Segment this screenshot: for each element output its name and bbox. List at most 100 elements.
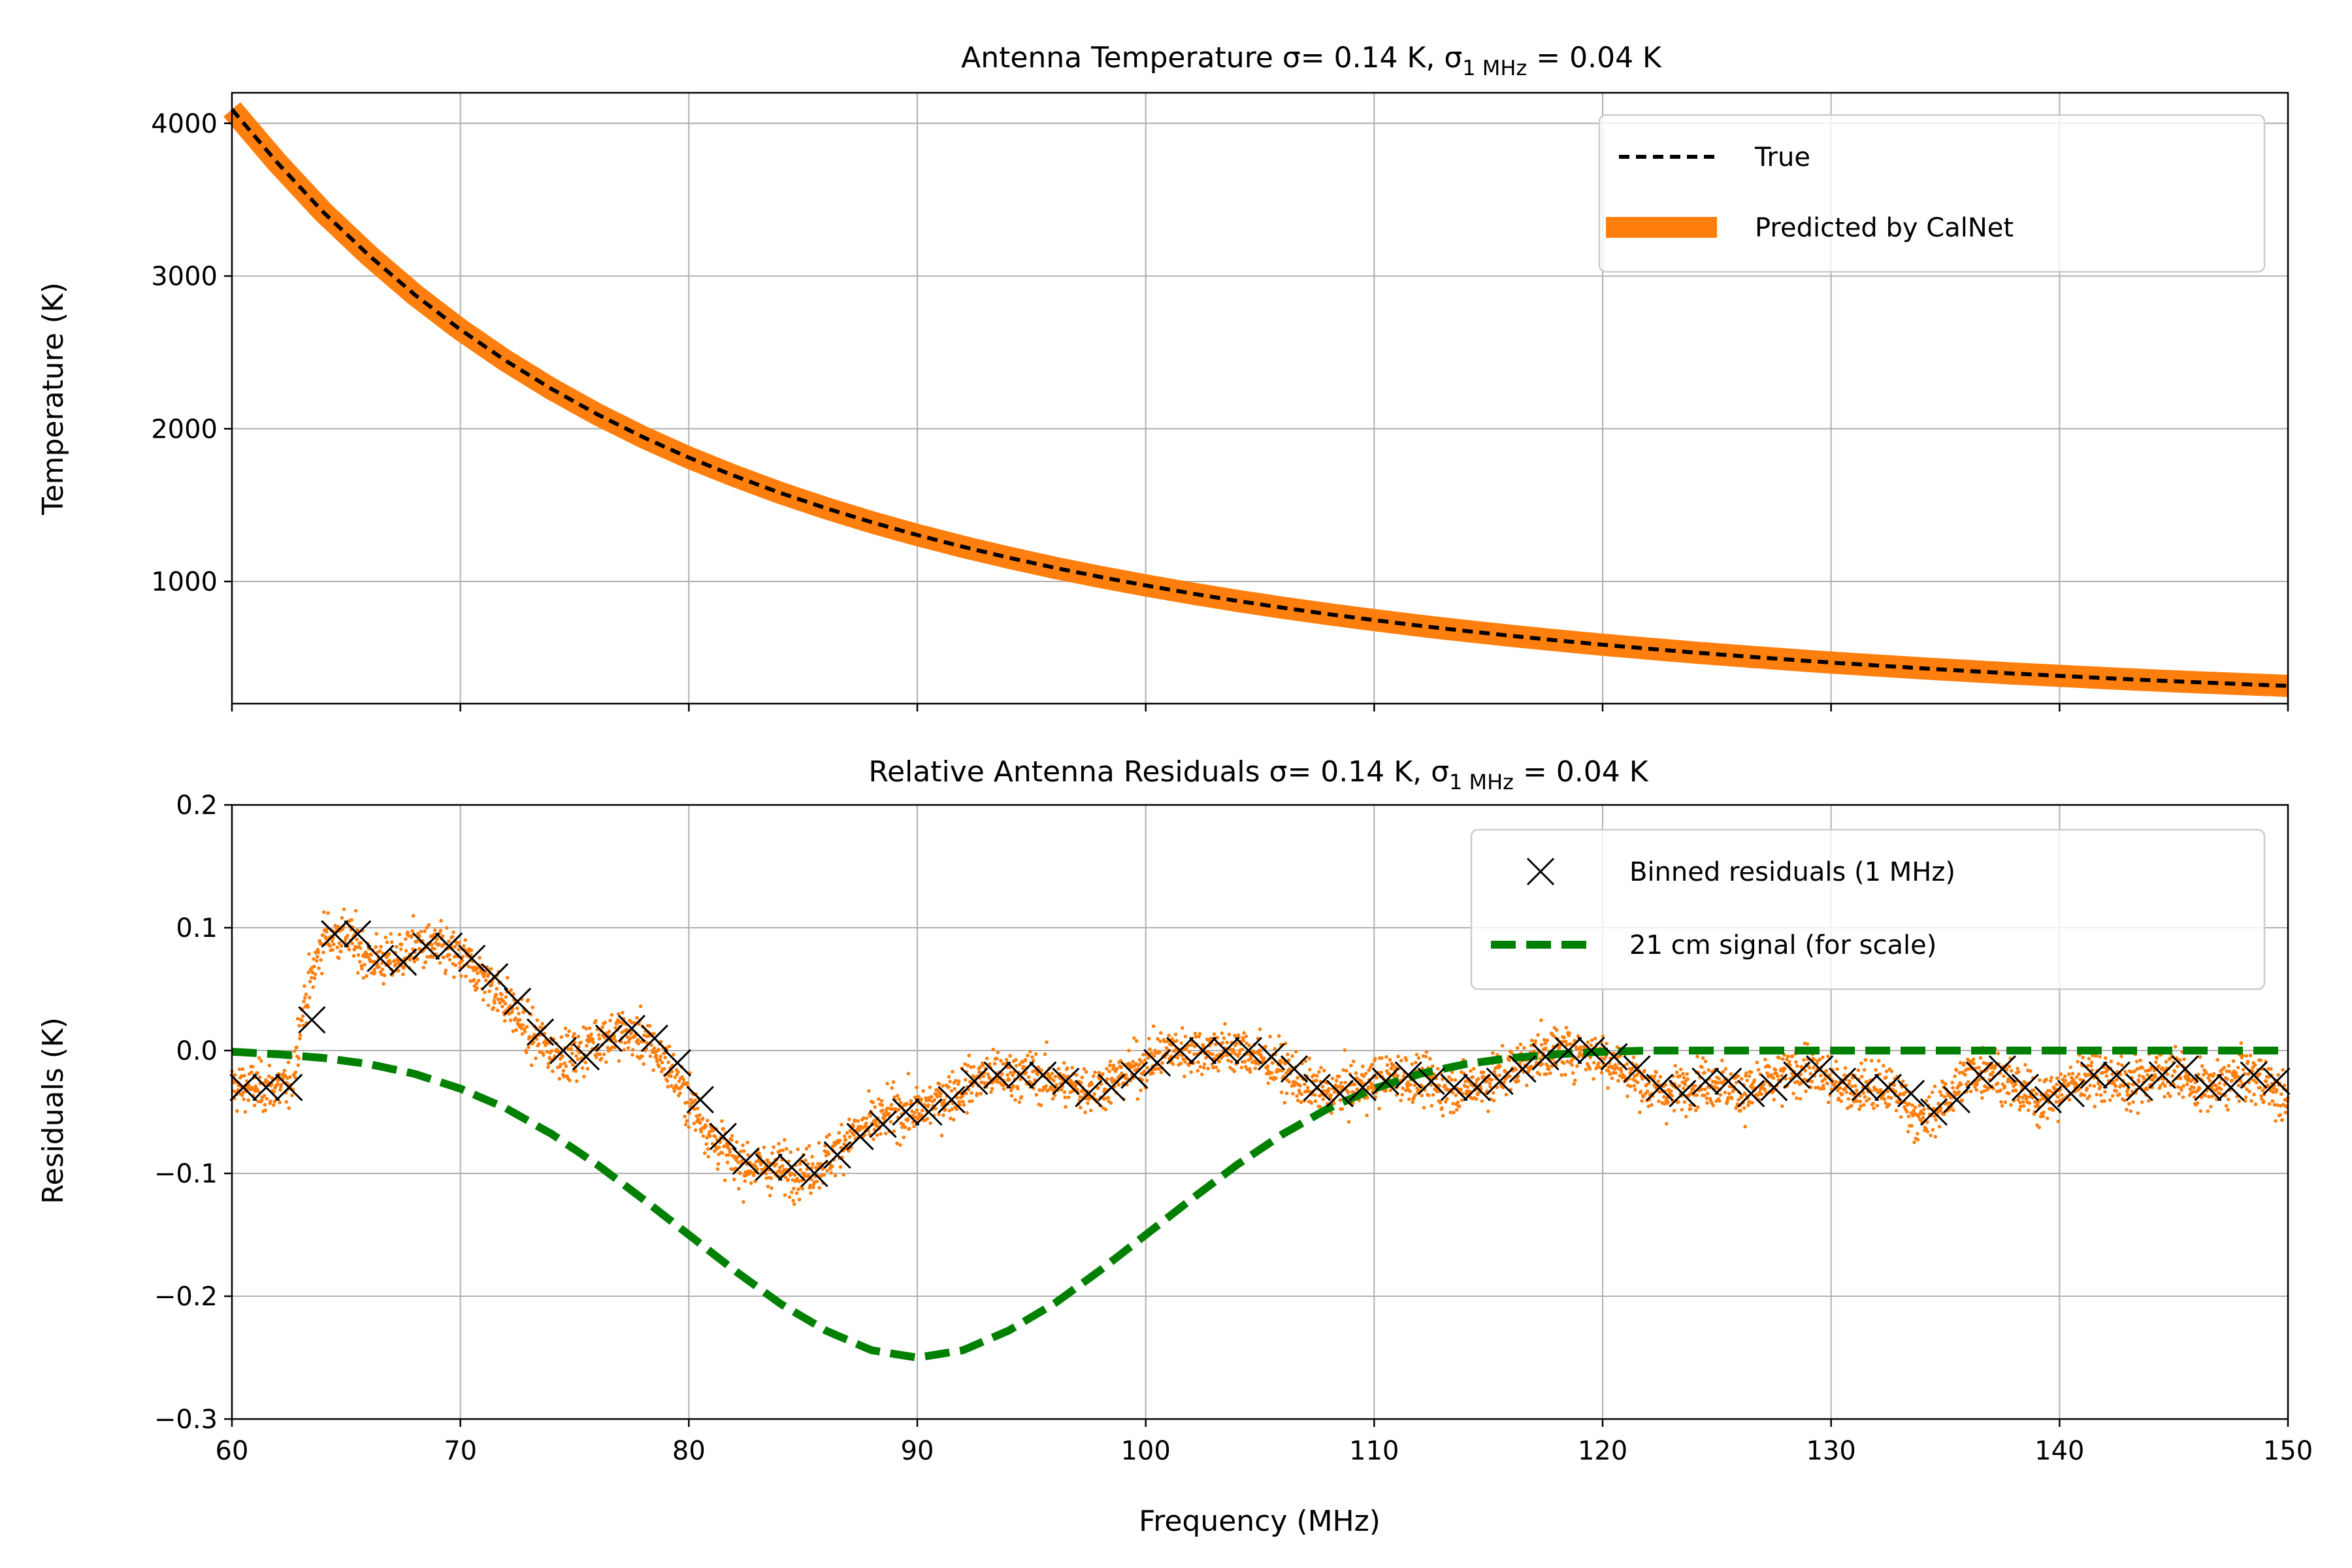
raw-residual-point [1201,1045,1205,1049]
raw-residual-point [1247,1043,1251,1047]
raw-residual-point [512,992,515,996]
raw-residual-point [2074,1082,2078,1086]
raw-residual-point [2116,1062,2121,1066]
raw-residual-point [312,964,316,969]
raw-residual-point [2170,1073,2174,1078]
raw-residual-point [1972,1062,1976,1066]
raw-residual-point [532,1040,536,1045]
raw-residual-point [2081,1055,2085,1060]
raw-residual-point [1575,1064,1579,1068]
raw-residual-point [681,1077,686,1082]
raw-residual-point [630,1048,635,1052]
raw-residual-point [1631,1066,1635,1070]
raw-residual-point [1836,1088,1840,1093]
raw-residual-point [1034,1052,1038,1056]
raw-residual-point [1932,1114,1936,1119]
raw-residual-point [2094,1054,2099,1058]
raw-residual-point [790,1190,794,1194]
raw-residual-point [1440,1106,1444,1110]
raw-residual-point [1592,1060,1596,1065]
raw-residual-point [693,1128,698,1132]
raw-residual-point [840,1122,843,1127]
raw-residual-point [1669,1089,1673,1093]
raw-residual-point [2246,1072,2251,1076]
raw-residual-point [749,1181,753,1185]
raw-residual-point [2157,1064,2161,1068]
raw-residual-point [1767,1064,1771,1069]
raw-residual-point [1772,1098,1776,1102]
raw-residual-point [1502,1080,1506,1085]
raw-residual-point [1843,1066,1848,1070]
raw-residual-point [561,1054,564,1058]
raw-residual-point [1892,1083,1897,1087]
bottom-series [229,920,2291,1362]
binned-residual-marker [1166,1036,1194,1065]
raw-residual-point [2197,1086,2202,1091]
raw-residual-point [1588,1067,1592,1071]
raw-residual-point [1202,1062,1207,1066]
raw-residual-point [1860,1075,1864,1079]
raw-residual-point [1529,1038,1534,1043]
raw-residual-point [948,1079,952,1084]
raw-residual-point [469,948,474,953]
raw-residual-point [1074,1083,1078,1087]
raw-residual-point [1544,1072,1549,1076]
raw-residual-point [2102,1099,2106,1103]
binned-residual-marker [1669,1079,1697,1107]
raw-residual-point [987,1062,992,1066]
raw-residual-point [416,957,419,962]
raw-residual-point [1171,1062,1175,1066]
binned-residual-marker [1303,1073,1331,1102]
raw-residual-point [1406,1080,1410,1084]
raw-residual-point [1488,1085,1492,1089]
raw-residual-point [1539,1043,1544,1047]
raw-residual-point [1269,1071,1274,1075]
raw-residual-point [1884,1075,1888,1079]
raw-residual-point [1232,1070,1236,1073]
raw-residual-point [1338,1098,1342,1102]
raw-residual-point [474,981,479,986]
binned-residual-marker [938,1086,966,1114]
raw-residual-point [1824,1069,1829,1073]
raw-residual-point [667,1044,672,1049]
raw-residual-point [1450,1077,1454,1082]
raw-residual-point [1286,1053,1290,1056]
raw-residual-point [1164,1046,1169,1050]
raw-residual-point [1588,1055,1593,1060]
raw-residual-point [745,1140,749,1145]
raw-residual-point [495,1008,500,1013]
raw-residual-point [2260,1097,2264,1101]
raw-residual-point [1593,1036,1597,1041]
raw-residual-point [1307,1056,1311,1060]
raw-residual-point [1942,1112,1946,1117]
raw-residual-point [2255,1081,2259,1085]
raw-residual-point [1939,1093,1944,1098]
raw-residual-point [1330,1076,1335,1081]
raw-residual-point [1693,1108,1698,1113]
raw-residual-point [1456,1100,1460,1105]
raw-residual-point [389,932,393,936]
raw-residual-point [1198,1065,1202,1069]
raw-residual-point [2046,1117,2050,1120]
raw-residual-point [1023,1058,1028,1062]
raw-residual-point [920,1109,924,1113]
raw-residual-point [1067,1095,1071,1100]
raw-residual-point [372,968,376,972]
raw-residual-point [1662,1095,1666,1099]
raw-residual-point [394,962,398,966]
raw-residual-point [1936,1102,1940,1105]
binned-residual-marker [663,1049,691,1077]
raw-residual-point [1743,1124,1747,1129]
raw-residual-point [746,1152,750,1157]
raw-residual-point [372,971,377,975]
raw-residual-point [1119,1065,1123,1070]
raw-residual-point [235,1109,239,1113]
raw-residual-point [1726,1096,1730,1100]
raw-residual-point [1963,1073,1967,1077]
raw-residual-point [2044,1077,2048,1082]
raw-residual-point [2239,1041,2244,1045]
raw-residual-point [1011,1084,1015,1088]
raw-residual-point [483,990,487,994]
raw-residual-point [1590,1038,1594,1042]
raw-residual-point [1183,1074,1186,1079]
